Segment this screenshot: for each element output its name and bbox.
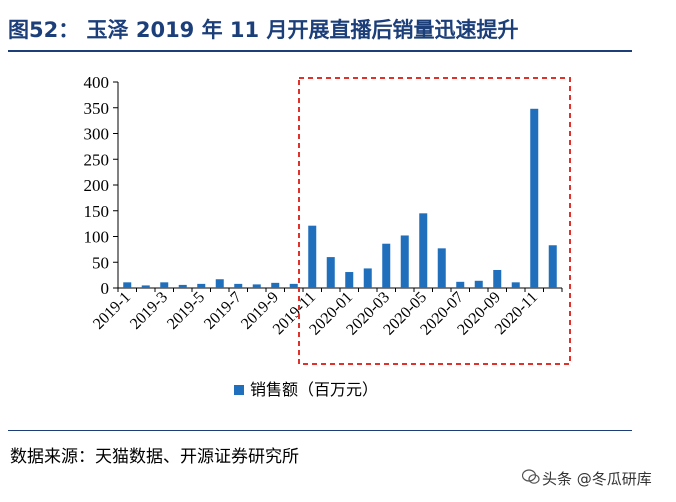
bar bbox=[548, 245, 557, 288]
bar bbox=[271, 282, 280, 288]
bar bbox=[234, 283, 243, 288]
wechat-icon bbox=[522, 469, 540, 484]
watermark-text: 头条 @冬瓜研库 bbox=[542, 470, 652, 488]
bar bbox=[419, 213, 428, 288]
x-tick-label: 2019-5 bbox=[164, 289, 208, 333]
bar bbox=[326, 257, 335, 288]
bar bbox=[308, 225, 317, 288]
x-tick-label: 2019-1 bbox=[90, 289, 134, 333]
y-tick-label: 250 bbox=[84, 150, 110, 169]
bar bbox=[123, 282, 132, 288]
title-rule bbox=[8, 50, 632, 52]
y-tick-label: 300 bbox=[84, 125, 110, 144]
legend: 销售额（百万元） bbox=[234, 381, 378, 399]
legend-swatch bbox=[234, 385, 244, 395]
watermark: 头条 @冬瓜研库 bbox=[520, 462, 670, 494]
y-tick-label: 150 bbox=[84, 202, 110, 221]
bar bbox=[345, 272, 354, 288]
bar bbox=[493, 269, 502, 288]
y-tick-label: 350 bbox=[84, 99, 110, 118]
bar bbox=[400, 235, 409, 288]
bar bbox=[437, 248, 446, 288]
figure-title: 图52： 玉泽 2019 年 11 月开展直播后销量迅速提升 bbox=[8, 18, 519, 42]
y-tick-label: 50 bbox=[92, 253, 109, 272]
y-tick-label: 100 bbox=[84, 228, 110, 247]
bar bbox=[382, 243, 391, 288]
bar-series bbox=[123, 108, 557, 288]
x-axis: 2019-12019-32019-52019-72019-92019-11202… bbox=[90, 287, 563, 339]
bar bbox=[197, 283, 206, 288]
bar bbox=[252, 284, 261, 288]
y-axis: 0 50 100 150 200 250 300 350 400 bbox=[84, 73, 119, 298]
y-tick-label: 200 bbox=[84, 176, 110, 195]
source-note: 数据来源：天猫数据、开源证券研究所 bbox=[10, 447, 299, 467]
bar bbox=[215, 279, 224, 288]
bar bbox=[511, 282, 520, 288]
bar bbox=[160, 282, 169, 288]
bar bbox=[474, 280, 483, 288]
bar bbox=[530, 108, 539, 288]
x-tick-label: 2019-3 bbox=[127, 289, 171, 333]
bar bbox=[456, 281, 465, 288]
x-tick-label: 2019-7 bbox=[201, 289, 245, 333]
bar bbox=[363, 268, 372, 288]
legend-label: 销售额（百万元） bbox=[250, 381, 378, 399]
source-rule bbox=[8, 430, 632, 431]
y-tick-label: 0 bbox=[101, 279, 110, 298]
bar bbox=[141, 285, 150, 288]
bar bbox=[178, 284, 187, 288]
y-tick-label: 400 bbox=[84, 73, 110, 92]
bar bbox=[289, 283, 298, 288]
highlight-box bbox=[298, 77, 571, 365]
